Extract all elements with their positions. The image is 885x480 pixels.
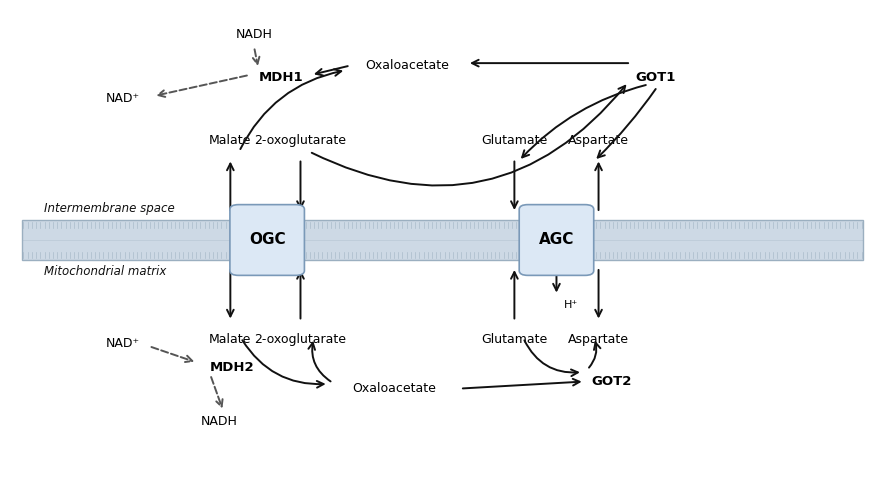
Text: NADH: NADH — [235, 28, 273, 41]
Text: NADH: NADH — [201, 415, 237, 428]
Text: Oxaloacetate: Oxaloacetate — [366, 59, 450, 72]
Text: 2-oxoglutarate: 2-oxoglutarate — [255, 333, 347, 346]
FancyBboxPatch shape — [22, 220, 863, 260]
FancyBboxPatch shape — [230, 204, 304, 276]
Text: Malate: Malate — [209, 134, 251, 147]
Text: GOT1: GOT1 — [635, 71, 676, 84]
Text: Mitochondrial matrix: Mitochondrial matrix — [43, 265, 166, 278]
Text: MDH1: MDH1 — [258, 71, 303, 84]
Text: H⁺: H⁺ — [564, 300, 578, 310]
Text: NAD⁺: NAD⁺ — [106, 337, 140, 350]
Text: OGC: OGC — [249, 232, 286, 248]
FancyBboxPatch shape — [519, 204, 594, 276]
Text: Malate: Malate — [209, 333, 251, 346]
Text: Glutamate: Glutamate — [481, 134, 548, 147]
Text: Aspartate: Aspartate — [568, 333, 629, 346]
Text: GOT2: GOT2 — [591, 375, 632, 388]
Text: Oxaloacetate: Oxaloacetate — [352, 382, 436, 395]
Text: Aspartate: Aspartate — [568, 134, 629, 147]
Text: Glutamate: Glutamate — [481, 333, 548, 346]
Text: MDH2: MDH2 — [210, 361, 255, 374]
Text: 2-oxoglutarate: 2-oxoglutarate — [255, 134, 347, 147]
Text: AGC: AGC — [539, 232, 574, 248]
Text: Intermembrane space: Intermembrane space — [43, 202, 174, 215]
Text: NAD⁺: NAD⁺ — [106, 92, 140, 105]
